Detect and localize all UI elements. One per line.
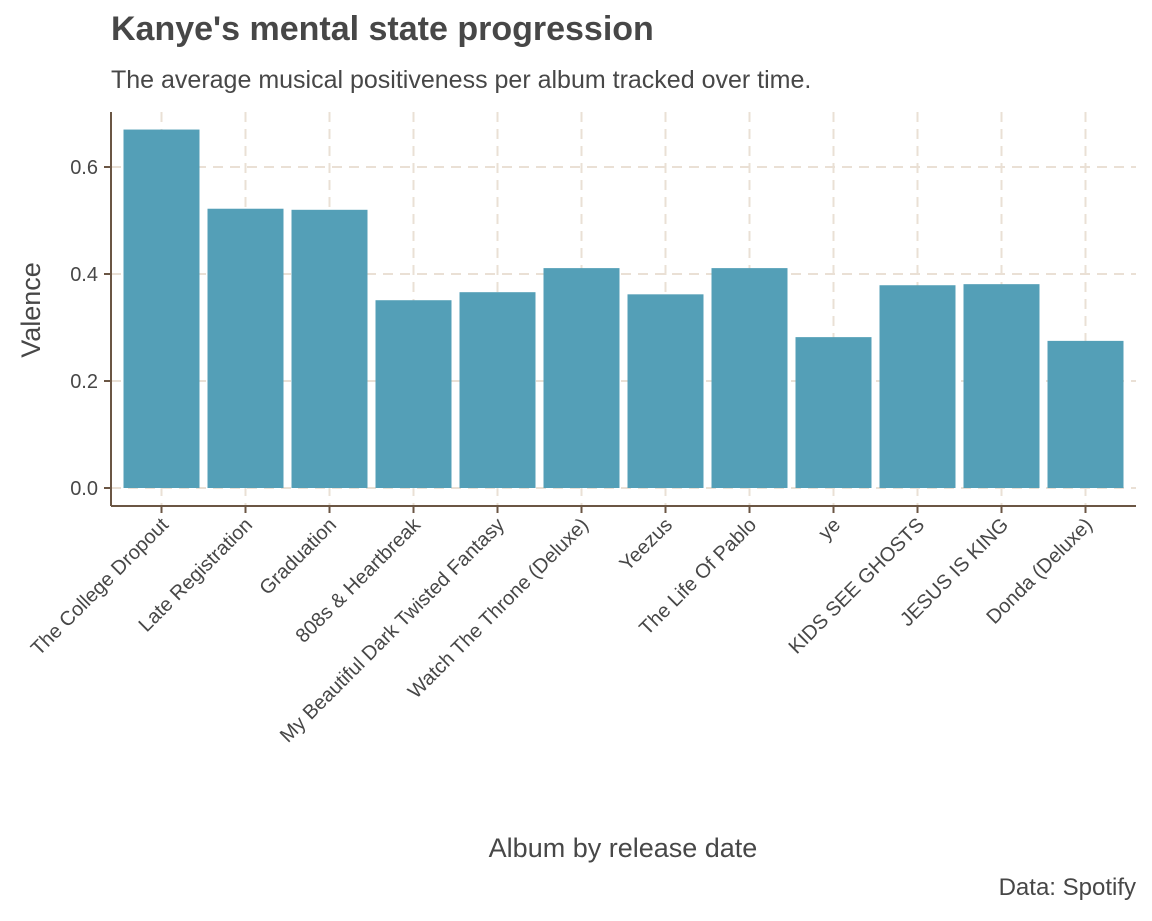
bar bbox=[459, 292, 536, 488]
axes bbox=[104, 112, 1136, 513]
chart-caption: Data: Spotify bbox=[998, 874, 1136, 901]
bar bbox=[375, 300, 452, 488]
y-axis-title: Valence bbox=[16, 262, 46, 358]
chart-subtitle: The average musical positiveness per alb… bbox=[111, 66, 812, 94]
bar bbox=[879, 285, 956, 488]
bar bbox=[711, 268, 788, 488]
bar bbox=[627, 294, 704, 488]
bars bbox=[123, 129, 1124, 489]
x-axis-title: Album by release date bbox=[489, 833, 758, 863]
y-tick-label: 0.0 bbox=[70, 478, 98, 500]
y-tick-label: 0.4 bbox=[70, 264, 98, 286]
x-tick-label: Graduation bbox=[255, 514, 341, 600]
x-tick-label: Yeezus bbox=[616, 514, 677, 575]
y-tick-label: 0.6 bbox=[70, 157, 98, 179]
x-tick-label: Watch The Throne (Deluxe) bbox=[404, 514, 593, 703]
bar bbox=[795, 337, 872, 488]
bar bbox=[543, 268, 620, 488]
x-tick-label: KIDS SEE GHOSTS bbox=[785, 514, 929, 658]
bar bbox=[291, 209, 368, 489]
bar bbox=[963, 284, 1040, 488]
x-tick-label: The College Dropout bbox=[27, 514, 173, 660]
bar bbox=[207, 208, 284, 489]
y-tick-label: 0.2 bbox=[70, 371, 98, 393]
chart-title: Kanye's mental state progression bbox=[111, 10, 654, 48]
x-tick-label: ye bbox=[815, 514, 845, 544]
y-tick-labels: 0.0 0.2 0.4 0.6 bbox=[70, 157, 98, 500]
bar bbox=[1047, 340, 1124, 488]
bar bbox=[123, 129, 200, 489]
